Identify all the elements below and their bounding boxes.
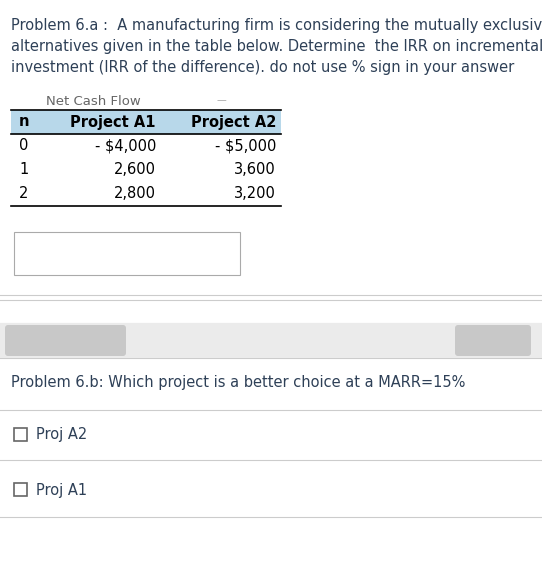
Text: Proj A1: Proj A1: [36, 482, 87, 497]
Text: 2,600: 2,600: [114, 163, 156, 178]
Bar: [11, 110, 281, 134]
Bar: [14, 232, 240, 275]
Text: 2: 2: [19, 186, 28, 201]
Text: n: n: [19, 114, 29, 129]
Text: Project A2: Project A2: [191, 114, 276, 129]
Bar: [14, 483, 27, 496]
Text: investment (IRR of the difference). do not use % sign in your answer: investment (IRR of the difference). do n…: [11, 60, 514, 75]
Text: 0: 0: [19, 138, 28, 153]
Bar: [11, 134, 281, 158]
Text: - $4,000: - $4,000: [95, 138, 156, 153]
Text: Project A1: Project A1: [70, 114, 156, 129]
Text: Net Cash Flow: Net Cash Flow: [46, 95, 141, 108]
Text: 2,800: 2,800: [114, 186, 156, 201]
Text: Problem 6.b: Which project is a better choice at a MARR=15%: Problem 6.b: Which project is a better c…: [11, 375, 466, 390]
Bar: [11, 182, 281, 206]
Text: 1: 1: [19, 163, 28, 178]
Text: 3,600: 3,600: [234, 163, 276, 178]
Text: - $5,000: - $5,000: [215, 138, 276, 153]
Text: 3,200: 3,200: [234, 186, 276, 201]
Text: Problem 6.a :  A manufacturing firm is considering the mutually exclusive: Problem 6.a : A manufacturing firm is co…: [11, 18, 542, 33]
FancyBboxPatch shape: [455, 325, 531, 356]
Text: —: —: [216, 95, 226, 105]
FancyBboxPatch shape: [5, 325, 126, 356]
Bar: [14, 428, 27, 441]
Bar: [11, 158, 281, 182]
Text: Proj A2: Proj A2: [36, 428, 87, 443]
Text: alternatives given in the table below. Determine  the IRR on incremental: alternatives given in the table below. D…: [11, 39, 542, 54]
Bar: [0, 323, 542, 358]
